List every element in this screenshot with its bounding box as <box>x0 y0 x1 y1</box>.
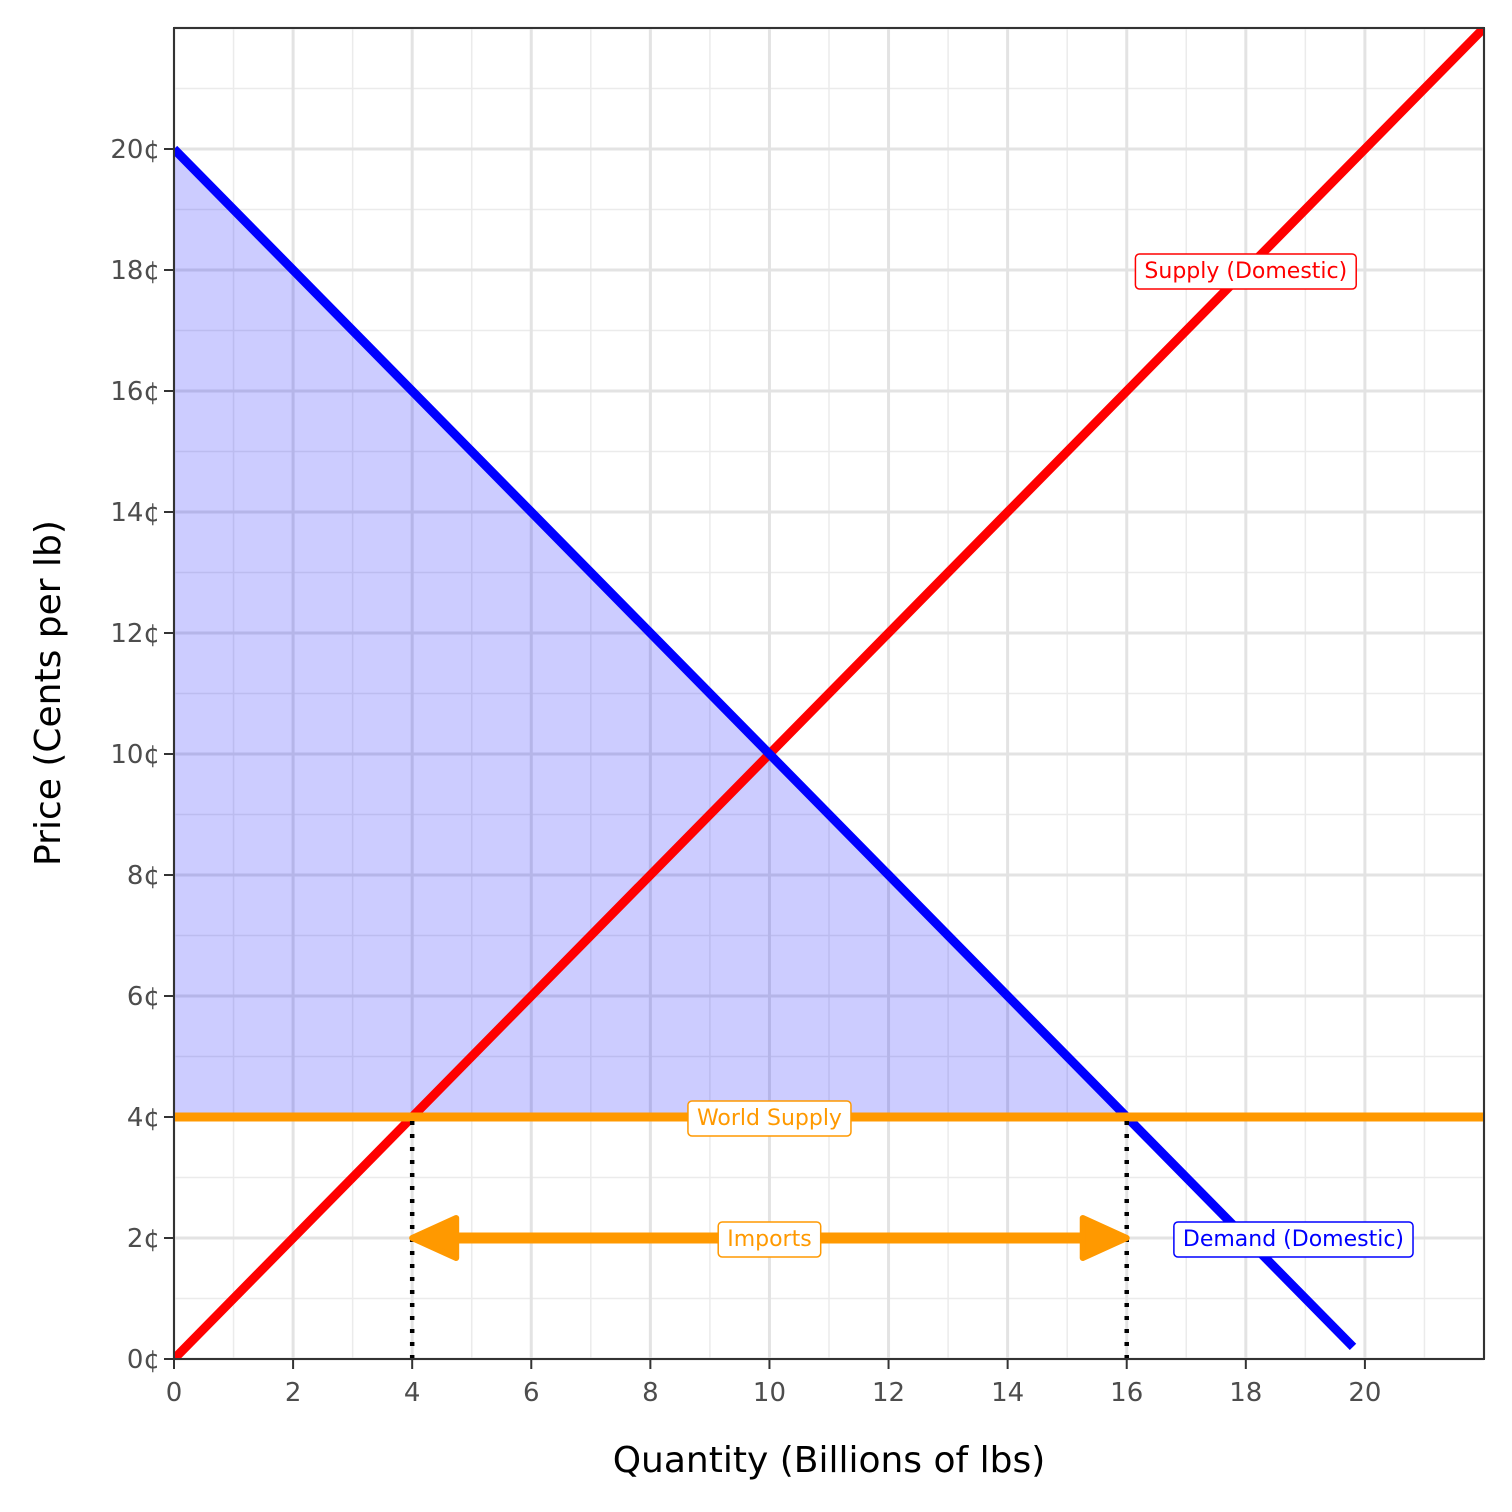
imports-arrowhead-right <box>1079 1215 1130 1261</box>
y-tick-label: 4¢ <box>127 1103 160 1133</box>
series-line-1 <box>174 145 1357 1351</box>
x-tick-label: 12 <box>872 1378 905 1408</box>
x-tick-label: 16 <box>1110 1378 1143 1408</box>
series-line-0 <box>174 28 1484 1359</box>
annotation-label-2: Imports <box>717 1221 822 1258</box>
annotation-label-0: Supply (Domestic) <box>1134 253 1357 290</box>
x-axis-title: Quantity (Billions of lbs) <box>613 1440 1046 1481</box>
x-tick-label: 0 <box>166 1378 183 1408</box>
x-tick-label: 6 <box>523 1378 540 1408</box>
y-tick-label: 12¢ <box>110 619 160 649</box>
x-tick-label: 10 <box>753 1378 786 1408</box>
x-tick-label: 8 <box>642 1378 659 1408</box>
annotation-text: Imports <box>727 1227 811 1252</box>
annotation-box <box>1134 253 1357 290</box>
y-axis: 0¢ 2¢ 4¢ 6¢ 8¢ 10¢ 12¢ 14¢ 16¢ 18¢ 20¢ <box>110 135 174 1375</box>
minor-gridlines <box>174 28 1484 1359</box>
x-tick-label: 4 <box>404 1378 421 1408</box>
y-tick-label: 2¢ <box>127 1224 160 1254</box>
plot-border <box>173 27 1485 1360</box>
x-tick-label: 2 <box>285 1378 302 1408</box>
annotation-label-3: Demand (Domestic) <box>1173 1221 1414 1258</box>
annotation-text: Supply (Domestic) <box>1144 259 1347 284</box>
annotation-label-1: World Supply <box>687 1100 852 1137</box>
y-tick-label: 0¢ <box>127 1345 160 1375</box>
annotation-box <box>1173 1221 1414 1258</box>
y-tick-label: 16¢ <box>110 377 160 407</box>
y-axis-title: Price (Cents per lb) <box>28 520 69 866</box>
y-tick-label: 20¢ <box>110 135 160 165</box>
plot-marks <box>174 28 1484 1359</box>
y-tick-label: 10¢ <box>110 740 160 770</box>
x-tick-label: 20 <box>1348 1378 1381 1408</box>
x-tick-label: 18 <box>1229 1378 1262 1408</box>
x-tick-label: 14 <box>991 1378 1024 1408</box>
x-axis: 0 2 4 6 8 10 12 14 16 18 20 <box>166 1359 1381 1408</box>
annotation-labels: Supply (Domestic) World Supply Imports Dema… <box>687 253 1414 1258</box>
y-tick-label: 8¢ <box>127 861 160 891</box>
y-tick-label: 18¢ <box>110 256 160 286</box>
annotation-text: World Supply <box>697 1106 842 1131</box>
annotation-box <box>687 1100 852 1137</box>
imports-arrowhead-left <box>409 1215 460 1261</box>
annotation-box <box>717 1221 822 1258</box>
y-tick-label: 6¢ <box>127 982 160 1012</box>
annotation-text: Demand (Domestic) <box>1183 1227 1404 1252</box>
y-tick-label: 14¢ <box>110 498 160 528</box>
